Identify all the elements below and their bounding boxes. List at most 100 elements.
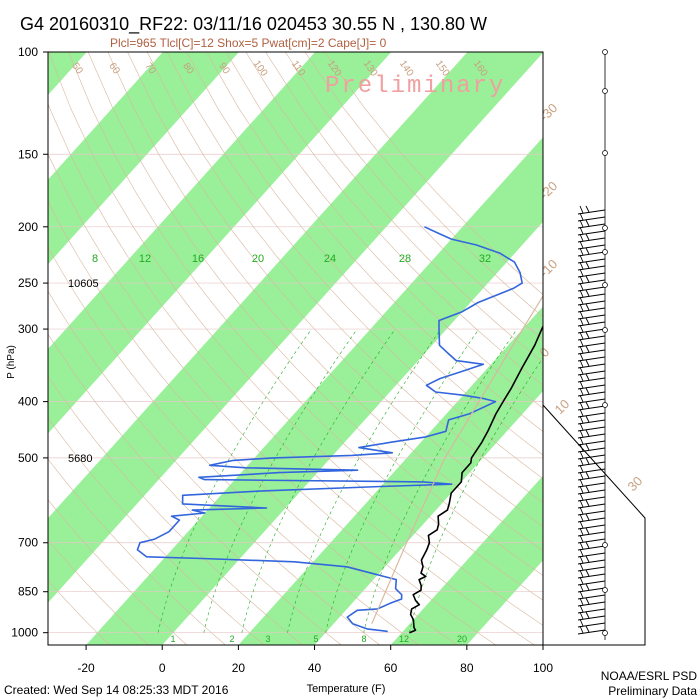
calm-wind-circle bbox=[602, 150, 608, 156]
wind-barb-flag bbox=[579, 366, 584, 375]
dewpoint-trace bbox=[136, 226, 523, 633]
wind-barb bbox=[577, 265, 606, 271]
wind-barb bbox=[577, 419, 606, 425]
y-axis: 100 150 200 250 300 400 500 700 850 1000 bbox=[11, 45, 48, 640]
calm-wind-circle bbox=[602, 49, 608, 55]
wind-barb-flag bbox=[579, 478, 584, 487]
isotherm-band bbox=[86, 137, 543, 645]
wind-barb-flag bbox=[585, 555, 590, 563]
x-tick-label: -20 bbox=[77, 661, 95, 675]
wind-barb-flag bbox=[585, 205, 590, 213]
wind-barb bbox=[577, 349, 606, 355]
y-tick-label: 850 bbox=[18, 585, 38, 599]
y-tick-label: 1000 bbox=[11, 626, 38, 640]
height-annotation: 5680 bbox=[68, 453, 92, 465]
wind-barb-flag bbox=[579, 303, 584, 312]
wind-barb-flag bbox=[579, 422, 584, 431]
wind-barb-flag bbox=[585, 303, 590, 311]
dry-adiabat bbox=[48, 417, 265, 645]
mixing-ratio-label-bottom: 8 bbox=[361, 634, 366, 644]
wind-barb-flag bbox=[585, 219, 590, 227]
mixing-ratio-line bbox=[203, 328, 358, 633]
y-tick-label: 700 bbox=[18, 536, 38, 550]
calm-wind-circle bbox=[602, 402, 608, 408]
wind-barb bbox=[577, 335, 606, 341]
mixing-ratio-label: 16 bbox=[192, 253, 204, 265]
mixing-ratio-label-bottom: 3 bbox=[265, 634, 270, 644]
chart-title: G4 20160310_RF22: 03/11/16 020453 30.55 … bbox=[20, 14, 487, 35]
wind-barb bbox=[577, 279, 606, 285]
wind-barb-flag bbox=[579, 289, 584, 298]
calm-wind-circle bbox=[602, 282, 608, 288]
wind-barb-flag bbox=[579, 282, 584, 291]
wind-barb bbox=[577, 531, 606, 537]
wind-barb bbox=[577, 496, 606, 502]
mixing-ratio-label: 32 bbox=[479, 253, 491, 265]
calm-wind-circle bbox=[602, 249, 608, 255]
wind-barb-flag bbox=[579, 562, 584, 571]
dry-adiabat bbox=[324, 52, 543, 295]
mixing-ratio-label-bottom: 5 bbox=[313, 634, 318, 644]
wind-barb-flag bbox=[585, 569, 590, 577]
mixing-ratio-label-bottom: 12 bbox=[399, 634, 409, 644]
dry-adiabat bbox=[225, 52, 543, 409]
wind-barb-flag bbox=[585, 317, 590, 325]
wind-barb-flag bbox=[579, 555, 584, 564]
dry-adiabat bbox=[48, 52, 543, 626]
org-line-2: Preliminary Data bbox=[608, 684, 697, 698]
wind-barb bbox=[577, 258, 606, 264]
wind-barb bbox=[577, 398, 606, 404]
wind-barb bbox=[577, 356, 606, 362]
calm-wind-circle bbox=[602, 327, 608, 333]
x-tick-label: 20 bbox=[232, 661, 246, 675]
wind-barb-flag bbox=[585, 485, 590, 493]
mixing-ratio-lines bbox=[157, 328, 543, 633]
dry-adiabat bbox=[48, 102, 535, 645]
isotherm-band bbox=[48, 52, 543, 603]
mixing-ratio-line bbox=[325, 328, 480, 633]
wind-barb-flag bbox=[585, 429, 590, 437]
wind-barb-flag bbox=[579, 205, 584, 214]
wind-barb bbox=[577, 517, 606, 523]
wind-barb-flag bbox=[579, 310, 584, 319]
parcel-trace bbox=[371, 295, 543, 624]
mixing-ratio-line bbox=[157, 328, 312, 633]
wind-barb bbox=[577, 391, 606, 397]
wind-barb-flag bbox=[579, 513, 584, 522]
wind-barb-flag bbox=[579, 373, 584, 382]
wind-barb bbox=[577, 615, 606, 621]
wind-barb-flag bbox=[579, 317, 584, 326]
dry-adiabat bbox=[87, 52, 543, 576]
temperature-trace bbox=[409, 324, 543, 634]
wind-barb bbox=[577, 433, 606, 439]
mixing-ratio-label: 12 bbox=[139, 253, 151, 265]
wind-barb-flag bbox=[579, 408, 584, 417]
wind-barb-flag bbox=[579, 548, 584, 557]
height-annotation: 10605 bbox=[68, 278, 99, 290]
wind-barb bbox=[577, 384, 606, 390]
wind-barb bbox=[577, 447, 606, 453]
wind-barb-flag bbox=[579, 261, 584, 270]
x-axis-label: Temperature (F) bbox=[307, 683, 386, 695]
dry-adiabat bbox=[146, 52, 543, 503]
wind-barb bbox=[577, 510, 606, 516]
wind-barb bbox=[577, 286, 606, 292]
sounding-traces bbox=[136, 226, 543, 634]
dry-adiabat bbox=[186, 52, 543, 456]
wind-barb bbox=[577, 573, 606, 579]
wind-barb-flag bbox=[585, 247, 590, 255]
dry-adiabat bbox=[48, 290, 381, 645]
wind-barb bbox=[577, 342, 606, 348]
wind-barb bbox=[577, 216, 606, 222]
wind-barb bbox=[577, 545, 606, 551]
wind-barb-flag bbox=[579, 415, 584, 424]
wind-barb bbox=[577, 272, 606, 278]
wind-barb-flag bbox=[579, 541, 584, 550]
created-stamp: Created: Wed Sep 14 08:25:33 MDT 2016 bbox=[4, 683, 229, 697]
wind-barb-flag bbox=[579, 219, 584, 228]
wind-barb bbox=[577, 454, 606, 460]
wind-barb-flag bbox=[585, 345, 590, 353]
mixing-ratio-label-bottom: 2 bbox=[229, 634, 234, 644]
wind-barb bbox=[577, 293, 606, 299]
